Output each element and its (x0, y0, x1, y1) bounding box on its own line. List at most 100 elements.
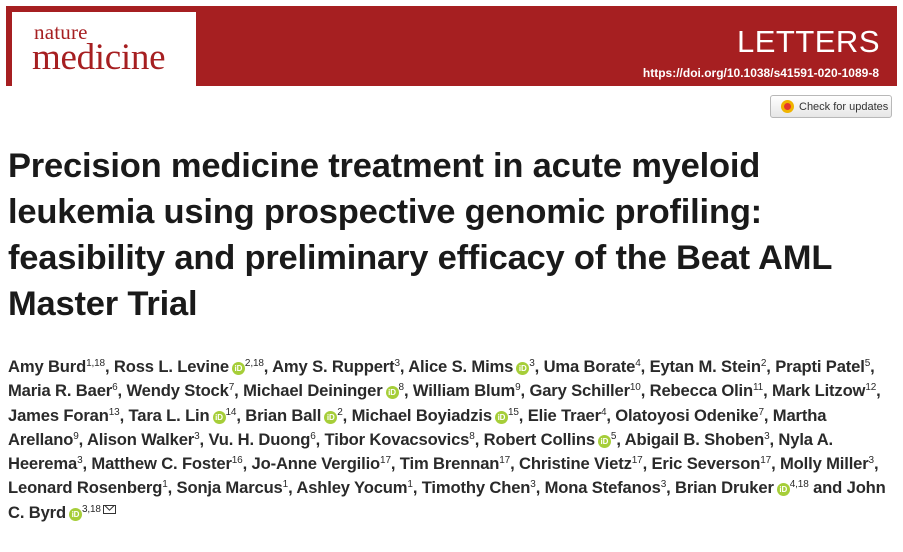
author-name[interactable]: Mona Stefanos3 (545, 478, 667, 497)
affiliation-number[interactable]: 6 (112, 382, 118, 394)
affiliation-number[interactable]: 17 (380, 455, 391, 467)
affiliation-number[interactable]: 3 (194, 430, 200, 442)
author-name[interactable]: Wendy Stock7 (126, 381, 234, 400)
affiliation-number[interactable]: 4 (600, 406, 607, 418)
author-name[interactable]: Molly Miller3 (780, 454, 874, 473)
affiliation-number[interactable]: 4,18 (789, 479, 809, 491)
affiliation-number[interactable]: 3 (394, 358, 400, 369)
affiliation-number[interactable]: 3 (529, 358, 535, 369)
author-name[interactable]: Eric Severson17 (651, 454, 771, 473)
author-name-text: Alison Walker (86, 429, 195, 449)
affiliation-number[interactable]: 2 (337, 406, 343, 418)
author-name[interactable]: Maria R. Baer6 (8, 381, 118, 400)
affiliation-number[interactable]: 14 (225, 406, 237, 418)
orcid-icon[interactable]: iD (212, 410, 226, 424)
orcid-icon[interactable]: iD (385, 386, 399, 400)
author-name[interactable]: Robert Collins iD 5 (484, 430, 617, 449)
affiliation-number[interactable]: 15 (507, 406, 519, 418)
affiliation-number[interactable]: 12 (865, 382, 877, 394)
author-name-text: Tim Brennan (399, 454, 500, 474)
orcid-icon[interactable]: iD (494, 410, 508, 424)
affiliation-number[interactable]: 3 (530, 479, 536, 491)
affiliation-number[interactable]: 16 (231, 455, 243, 467)
affiliation-number[interactable]: 13 (108, 406, 120, 418)
author-name[interactable]: Alison Walker3 (87, 430, 200, 449)
affiliation-number[interactable]: 3 (868, 455, 875, 467)
author-name[interactable]: Michael Boyiadzis iD 15 (352, 406, 519, 425)
author-name[interactable]: Michael Deininger iD 8 (243, 381, 404, 400)
author-name[interactable]: Uma Borate4 (544, 357, 641, 376)
affiliation-number[interactable]: 7 (758, 406, 764, 418)
affiliation-number[interactable]: 1 (407, 479, 413, 491)
author-name[interactable]: Eytan M. Stein2 (650, 357, 767, 376)
author-name[interactable]: Tibor Kovacsovics8 (325, 430, 475, 449)
author-name[interactable]: Martha Arellano9 (8, 406, 826, 449)
author-name[interactable]: Leonard Rosenberg1 (8, 478, 168, 497)
affiliation-number[interactable]: 11 (752, 382, 764, 394)
check-for-updates-label: Check for updates (799, 100, 889, 113)
affiliation-number[interactable]: 10 (629, 382, 641, 394)
affiliation-number[interactable]: 17 (631, 455, 643, 467)
orcid-icon[interactable]: iD (231, 362, 245, 375)
affiliation-number[interactable]: 3 (660, 479, 667, 491)
author-name[interactable]: Nyla A. Heerema3 (8, 430, 833, 473)
author-name[interactable]: Amy S. Ruppert3 (272, 357, 400, 376)
author-name[interactable]: Jo-Anne Vergilio17 (252, 454, 392, 473)
author-name[interactable]: Gary Schiller10 (529, 381, 640, 400)
affiliation-number[interactable]: 8 (469, 430, 475, 442)
affiliation-number[interactable]: 5 (864, 358, 871, 369)
author-name[interactable]: Rebecca Olin11 (650, 381, 764, 400)
affiliation-number[interactable]: 1,18 (86, 358, 105, 369)
author-name[interactable]: Abigail B. Shoben3 (625, 430, 770, 449)
affiliation-number[interactable]: 7 (228, 382, 235, 394)
author-name[interactable]: James Foran13 (8, 406, 120, 425)
author-name-text: Uma Borate (543, 357, 636, 376)
affiliation-number[interactable]: 2,18 (244, 358, 264, 369)
author-name[interactable]: Sonja Marcus1 (177, 478, 289, 497)
orcid-icon[interactable]: iD (776, 483, 790, 497)
affiliation-number[interactable]: 3,18 (81, 503, 101, 515)
author-name[interactable]: Matthew C. Foster16 (91, 454, 242, 473)
affiliation-number[interactable]: 1 (282, 479, 289, 491)
author-name[interactable]: Prapti Patel5 (775, 357, 870, 376)
author-name[interactable]: Ross L. Levine iD 2,18 (114, 357, 264, 376)
author-name[interactable]: Tim Brennan17 (400, 454, 510, 473)
orcid-icon[interactable]: iD (324, 410, 338, 424)
author-name[interactable]: Mark Litzow12 (772, 381, 876, 400)
author-name-text: Robert Collins (483, 429, 595, 449)
affiliation-number[interactable]: 3 (77, 455, 83, 467)
affiliation-number[interactable]: 3 (764, 430, 770, 442)
orcid-icon[interactable]: iD (516, 362, 530, 375)
author-name[interactable]: Alice S. Mims iD 3 (408, 357, 535, 376)
affiliation-number[interactable]: 5 (610, 430, 617, 442)
affiliation-number[interactable]: 9 (73, 430, 79, 442)
doi-link[interactable]: https://doi.org/10.1038/s41591-020-1089-… (642, 66, 879, 80)
affiliation-number[interactable]: 6 (310, 430, 316, 442)
affiliation-number[interactable]: 2 (760, 358, 767, 369)
affiliation-number[interactable]: 1 (162, 479, 168, 491)
author-name[interactable]: William Blum9 (413, 381, 521, 400)
author-name-text: Tara L. Lin (128, 405, 210, 425)
affiliation-number[interactable]: 4 (635, 358, 641, 369)
check-for-updates-button[interactable]: Check for updates (770, 95, 892, 118)
author-name[interactable]: Amy Burd1,18 (8, 357, 105, 376)
author-name[interactable]: Elie Traer4 (528, 406, 607, 425)
affiliation-number[interactable]: 17 (760, 455, 772, 467)
author-name[interactable]: Vu. H. Duong6 (208, 430, 315, 449)
journal-logo[interactable]: nature medicine (12, 12, 196, 86)
orcid-icon[interactable]: iD (68, 507, 82, 521)
author-name-text: Molly Miller (779, 454, 869, 474)
author-name[interactable]: Brian Druker iD 4,18 (675, 478, 809, 497)
author-name[interactable]: Christine Vietz17 (519, 454, 643, 473)
affiliation-number[interactable]: 9 (515, 382, 521, 394)
author-name[interactable]: Olatoyosi Odenike7 (615, 406, 764, 425)
affiliation-number[interactable]: 17 (499, 455, 511, 467)
author-name[interactable]: Brian Ball iD 2 (245, 406, 343, 425)
author-name[interactable]: John C. Byrd iD 3,18 (8, 478, 886, 521)
orcid-icon[interactable]: iD (597, 434, 611, 448)
affiliation-number[interactable]: 8 (398, 382, 405, 394)
author-name[interactable]: Ashley Yocum1 (296, 478, 413, 497)
mail-icon[interactable] (102, 504, 116, 514)
author-name[interactable]: Tara L. Lin iD 14 (128, 406, 236, 425)
author-name[interactable]: Timothy Chen3 (422, 478, 536, 497)
